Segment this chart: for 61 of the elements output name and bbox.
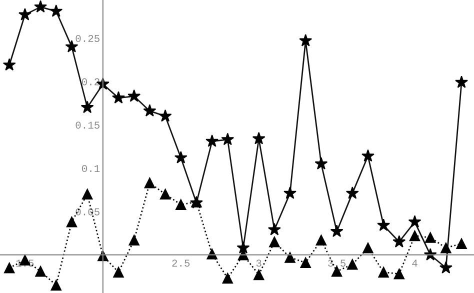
point [440, 242, 452, 254]
point [299, 34, 312, 46]
point [362, 242, 374, 254]
y-tick-label: 0.25 [76, 34, 100, 42]
y-tick-label: 0.1 [82, 164, 100, 172]
point [392, 235, 406, 248]
point [362, 149, 374, 162]
y-tick-label: 0.2 [82, 78, 100, 86]
point [175, 199, 186, 210]
point [158, 109, 172, 122]
point [346, 186, 359, 199]
point [66, 216, 78, 228]
point [82, 188, 93, 200]
point [268, 222, 281, 236]
y-tick-label: 0.05 [76, 208, 100, 216]
point [394, 268, 405, 280]
point [314, 157, 328, 170]
point [269, 236, 280, 248]
point [4, 262, 15, 274]
point [347, 259, 358, 270]
point [34, 0, 48, 13]
point [456, 238, 467, 249]
x-tick-label: 2.5 [172, 260, 190, 267]
point [143, 104, 156, 117]
point [377, 218, 390, 231]
point [113, 266, 124, 278]
point [439, 261, 452, 274]
point [144, 178, 156, 188]
point [316, 234, 327, 246]
point [455, 76, 468, 88]
point [18, 8, 32, 20]
point [174, 151, 188, 164]
point [330, 224, 344, 238]
point [378, 266, 389, 278]
point [35, 266, 46, 277]
point [206, 248, 218, 260]
point [236, 241, 250, 254]
point [160, 188, 171, 200]
point [65, 40, 78, 52]
point [2, 58, 16, 71]
x-tick-label: 3.5 [328, 260, 346, 267]
x-tick-label: 3 [256, 260, 262, 267]
point [80, 100, 94, 114]
point [221, 132, 234, 146]
point [128, 234, 140, 246]
point [206, 134, 219, 147]
point [300, 257, 311, 268]
point [222, 272, 234, 284]
y-tick-label: 0.15 [76, 122, 100, 129]
point [408, 215, 422, 228]
point [252, 132, 266, 144]
point [50, 4, 63, 17]
x-tick-label: 4 [412, 260, 418, 267]
point [424, 232, 436, 243]
point [284, 186, 296, 199]
point [128, 89, 141, 102]
point [253, 269, 264, 280]
point [284, 252, 296, 263]
point [112, 91, 125, 104]
point [409, 230, 420, 242]
point [50, 280, 62, 291]
